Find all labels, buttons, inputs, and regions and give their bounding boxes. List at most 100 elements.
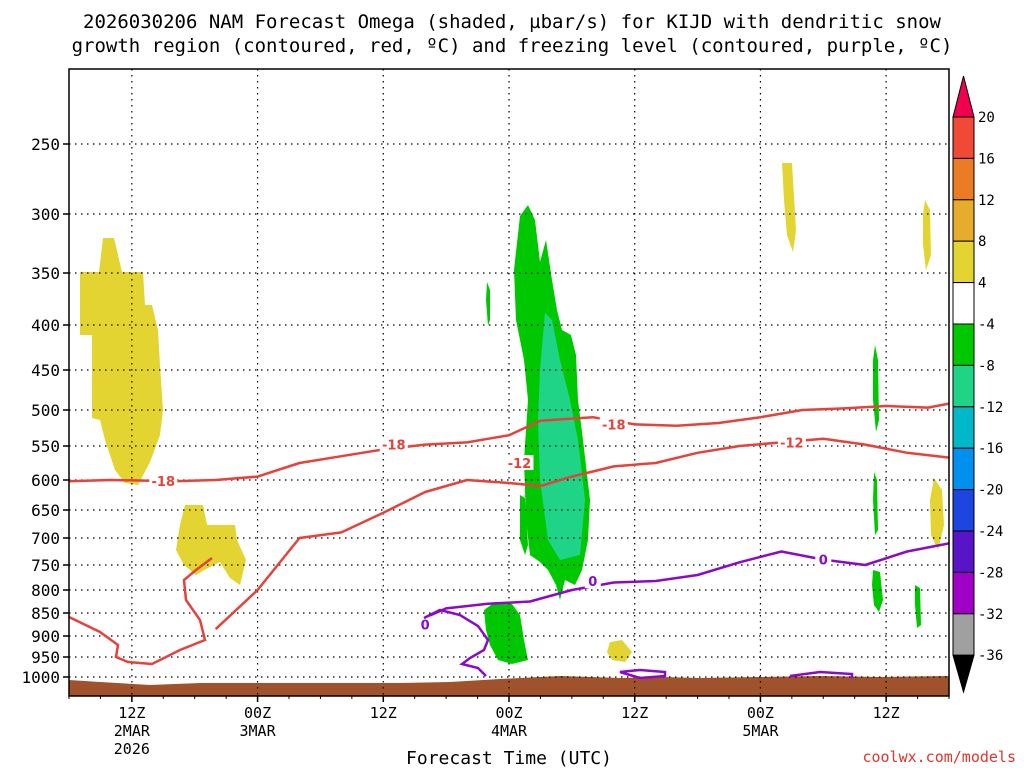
y-tick-label: 450 [31, 361, 60, 380]
dendritic-contour-label: -12 [780, 436, 804, 451]
colorbar-arrow-bottom [952, 654, 975, 694]
dendritic-contour-low-loop [68, 557, 213, 666]
contour-layer: -18 -18 -18 -12 -12 0 0 0 [68, 402, 950, 634]
colorbar-tick-label: -28 [978, 565, 1003, 581]
omega-shading-negative [484, 205, 921, 664]
contour-label-bg [149, 473, 178, 489]
y-tick-label: 600 [31, 471, 60, 490]
contour-label-bg [379, 436, 408, 452]
dendritic-contour-label: -12 [508, 457, 532, 472]
omega-green-edge-a [520, 495, 528, 555]
omega-yellow-right-c [930, 478, 944, 550]
colorbar-tick-label: -4 [978, 317, 995, 333]
colorbar-tick-label: -8 [978, 358, 995, 374]
chart-title-line2: growth region (contoured, red, ºC) and f… [72, 35, 953, 57]
y-tick-label: 550 [31, 437, 60, 456]
dendritic-contour-label: -18 [152, 475, 176, 490]
x-tick-label: 12Z [118, 704, 145, 722]
dendritic-contour-label: -18 [602, 418, 626, 433]
colorbar-segment [952, 323, 975, 366]
freezing-level-contour-line [424, 542, 950, 619]
x-tick-label: 2MAR [114, 722, 151, 740]
y-tick-label: 300 [31, 205, 60, 224]
colorbar-segment [952, 157, 975, 201]
freezing-level-contour-label: 0 [588, 575, 597, 590]
y-tick-label: 400 [31, 316, 60, 335]
contour-label-bg [777, 434, 806, 450]
colorbar-tick-label: -32 [978, 607, 1003, 623]
omega-green-low [484, 602, 528, 664]
colorbar-tick-label: 12 [978, 193, 995, 209]
colorbar-segment [952, 282, 975, 325]
contour-label-bg [584, 573, 601, 588]
colorbar-segment [952, 116, 975, 159]
y-tick-label: 850 [31, 604, 60, 623]
omega-yellow-upper-right-b [923, 200, 931, 270]
colorbar-segment [952, 364, 975, 408]
x-tick-label: 12Z [621, 704, 648, 722]
y-tick-label: 350 [31, 264, 60, 283]
colorbar-segment [952, 530, 975, 573]
x-tick-label: 00Z [244, 704, 271, 722]
x-tick-label: 5MAR [742, 722, 779, 740]
omega-green-small-a [486, 282, 490, 326]
site-credit[interactable]: coolwx.com/models [862, 748, 1016, 766]
contour-label-bg [417, 616, 434, 632]
omega-green-small-c [873, 472, 878, 535]
omega-yellow-lower-left [176, 505, 246, 585]
omega-green-small-d [872, 570, 883, 612]
y-tick-label: 500 [31, 401, 60, 420]
colorbar-segment [952, 406, 975, 449]
omega-green-small-e [915, 585, 921, 628]
x-tick-label: 4MAR [491, 722, 528, 740]
colorbar-segment [952, 613, 975, 656]
contour-label-bg [599, 416, 628, 432]
y-tick-label: 1000 [21, 668, 60, 687]
omega-yellow-lower-mid [607, 640, 632, 662]
y-tick-label: 900 [31, 627, 60, 646]
colorbar-tick-label: 20 [978, 110, 995, 126]
colorbar-segment [952, 489, 975, 532]
colorbar-tick-label: -20 [978, 483, 1003, 499]
colorbar: 20 16 12 8 4 -4 -8 -12 -16 -20 -24 -28 -32 -36 [952, 75, 1003, 694]
omega-teal-core [538, 313, 585, 560]
plot-frame [68, 68, 950, 697]
colorbar-tick-label: -16 [978, 441, 1003, 457]
omega-green-small-b [873, 345, 879, 432]
omega-yellow-upper-right-a [782, 163, 796, 252]
x-tick-label: 12Z [873, 704, 900, 722]
colorbar-tick-label: 16 [978, 151, 995, 167]
x-tick-label: 12Z [370, 704, 397, 722]
colorbar-tick-label: -36 [978, 648, 1003, 664]
y-axis-ticks: 250 300 350 400 450 500 550 600 650 700 750 800 850 9… [21, 135, 69, 687]
colorbar-segment [952, 199, 975, 242]
x-tick-label: 3MAR [240, 722, 277, 740]
freezing-level-contour-low [423, 608, 490, 677]
x-axis-label: Forecast Time (UTC) [406, 748, 612, 768]
omega-shading-positive [80, 163, 944, 662]
y-tick-label: 950 [31, 648, 60, 667]
colorbar-segment [952, 240, 975, 284]
colorbar-tick-label: 4 [978, 276, 986, 292]
chart-title-line1: 2026030206 NAM Forecast Omega (shaded, µ… [83, 11, 941, 33]
y-tick-label: 750 [31, 556, 60, 575]
dendritic-contour-line [68, 402, 950, 483]
freezing-level-contour-surface [619, 668, 667, 680]
colorbar-tick-label: -12 [978, 400, 1003, 416]
x-tick-label: 00Z [747, 704, 774, 722]
y-tick-label: 700 [31, 529, 60, 548]
freezing-level-contour-label: 0 [819, 554, 828, 569]
colorbar-segment [952, 571, 975, 615]
contour-label-bg [815, 551, 832, 567]
x-tick-label: 2026 [114, 740, 150, 758]
dendritic-contour-line [214, 437, 950, 631]
colorbar-tick-label: -24 [978, 524, 1003, 540]
y-tick-label: 800 [31, 581, 60, 600]
colorbar-segment [952, 447, 975, 491]
y-tick-label: 250 [31, 135, 60, 154]
freezing-level-contour-label: 0 [421, 619, 430, 634]
y-tick-label: 650 [31, 501, 60, 520]
dendritic-contour-label: -18 [382, 439, 406, 454]
